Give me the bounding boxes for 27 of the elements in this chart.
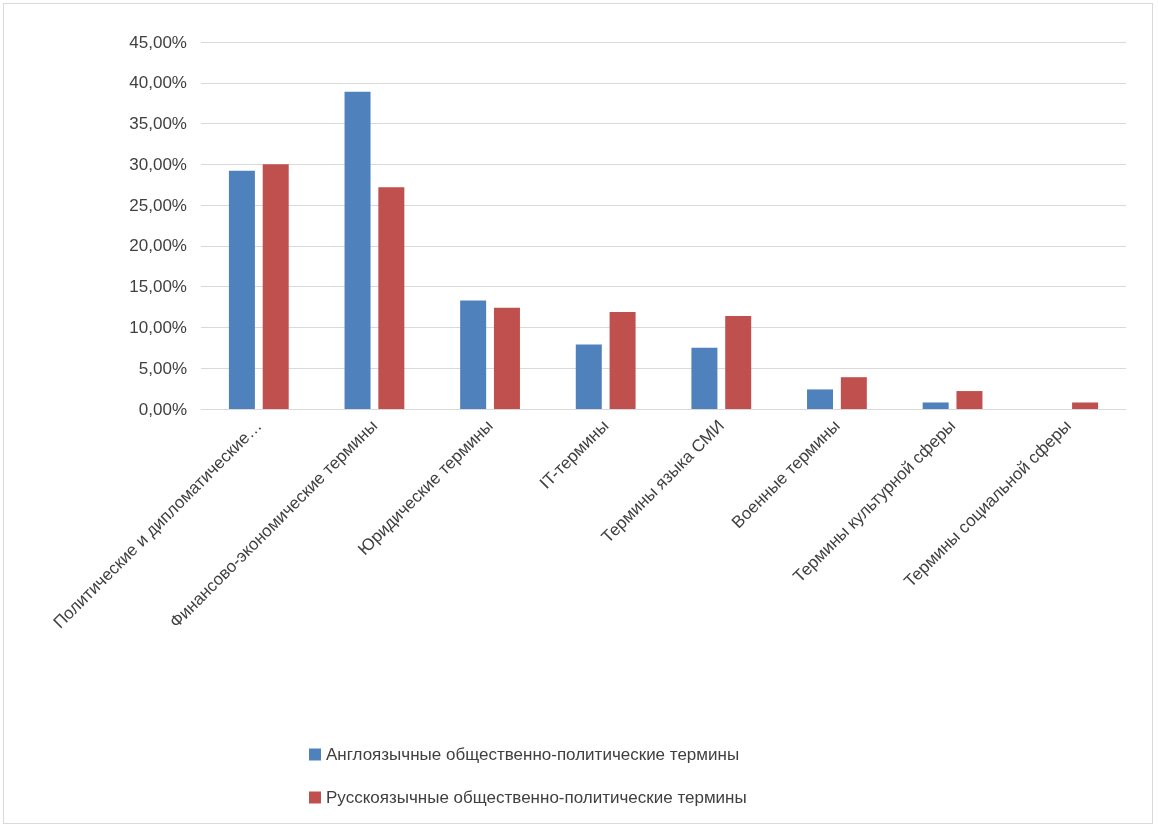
y-tick-label: 40,00% — [129, 73, 187, 93]
bar — [956, 391, 983, 409]
bar — [609, 311, 636, 409]
bar — [344, 91, 371, 409]
y-tick-label: 35,00% — [129, 114, 187, 134]
bar — [228, 170, 255, 409]
bar — [493, 307, 520, 409]
bar — [725, 316, 752, 409]
y-tick-label: 45,00% — [129, 32, 187, 52]
y-tick-label: 25,00% — [129, 195, 187, 215]
y-tick-label: 15,00% — [129, 277, 187, 297]
bar — [1072, 402, 1099, 409]
bar — [922, 402, 949, 409]
y-tick-label: 10,00% — [129, 317, 187, 337]
bar — [691, 347, 718, 409]
bar — [575, 344, 602, 409]
bar — [840, 377, 867, 409]
y-tick-label: 20,00% — [129, 236, 187, 256]
bar — [262, 164, 289, 409]
legend-label: Русскоязычные общественно-политические термины — [326, 788, 747, 807]
bar — [460, 300, 487, 409]
y-tick-label: 0,00% — [138, 399, 187, 419]
bar — [378, 187, 405, 409]
y-tick-label: 5,00% — [138, 358, 187, 378]
legend-label: Англоязычные общественно-политические термины — [326, 745, 740, 764]
bar — [807, 389, 834, 409]
y-tick-label: 30,00% — [129, 154, 187, 174]
